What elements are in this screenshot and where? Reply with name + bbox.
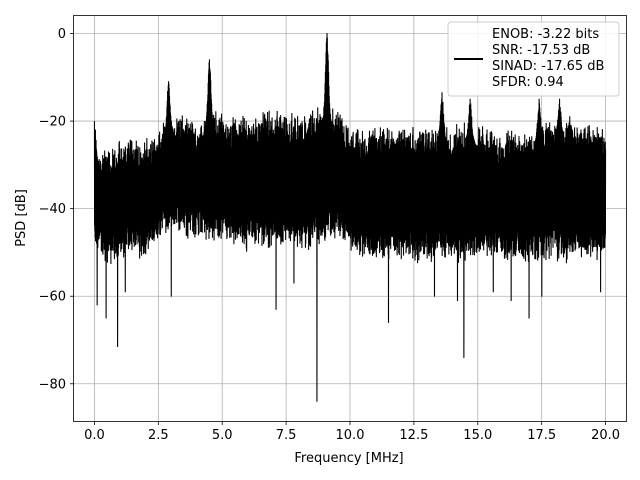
y-tick-label: −80: [39, 377, 66, 392]
x-tick-label: 10.0: [336, 428, 365, 443]
y-tick-label: −60: [39, 290, 66, 305]
y-tick-label: −40: [39, 202, 66, 217]
y-tick-label: −20: [39, 115, 66, 130]
x-tick-label: 2.5: [148, 428, 169, 443]
x-axis-ticks: 0.0 2.5 5.0 7.5 10.0 12.5 15.0 17.5 20.0: [84, 421, 620, 443]
x-tick-label: 12.5: [399, 428, 428, 443]
legend: ENOB: -3.22 bits SNR: -17.53 dB SINAD: -…: [447, 21, 620, 97]
x-tick-label: 5.0: [212, 428, 233, 443]
y-axis-label: PSD [dB]: [14, 189, 29, 247]
y-tick-label: 0: [58, 27, 66, 42]
x-tick-label: 17.5: [527, 428, 556, 443]
legend-sinad: SINAD: -17.65 dB: [492, 59, 604, 74]
x-tick-label: 15.0: [463, 428, 492, 443]
legend-snr: SNR: -17.53 dB: [492, 43, 590, 58]
legend-box: [447, 21, 620, 97]
y-axis-ticks: 0 −20 −40 −60 −80: [39, 27, 74, 392]
x-tick-label: 7.5: [276, 428, 297, 443]
legend-enob: ENOB: -3.22 bits: [492, 27, 599, 42]
x-axis-label: Frequency [MHz]: [294, 451, 403, 466]
series-psd: [93, 32, 607, 402]
psd-line: [93, 32, 607, 402]
x-tick-label: 20.0: [591, 428, 620, 443]
legend-sfdr: SFDR: 0.94: [492, 75, 564, 90]
x-tick-label: 0.0: [84, 428, 105, 443]
